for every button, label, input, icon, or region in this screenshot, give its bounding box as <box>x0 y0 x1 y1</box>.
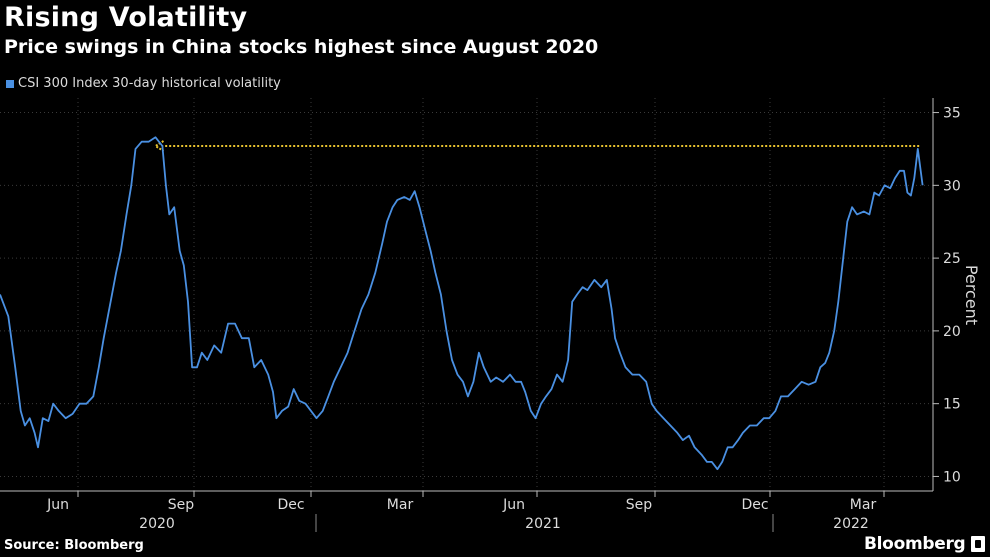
source-note: Source: Bloomberg <box>4 538 144 553</box>
x-tick-label: Jun <box>46 497 69 513</box>
chart-title: Rising Volatility <box>4 2 248 33</box>
x-tick-label: Dec <box>741 497 768 513</box>
x-tick-label: Mar <box>387 497 414 513</box>
y-tick-label: 25 <box>943 251 961 267</box>
chart-subtitle: Price swings in China stocks highest sin… <box>4 36 599 58</box>
year-label: 2022 <box>833 516 869 532</box>
y-tick-label: 35 <box>943 106 961 122</box>
legend: CSI 300 Index 30-day historical volatili… <box>6 76 281 91</box>
y-tick-label: 30 <box>943 178 961 194</box>
x-tick-label: Sep <box>168 497 195 513</box>
legend-swatch <box>6 79 14 88</box>
x-tick-label: Dec <box>277 497 304 513</box>
year-label: 2020 <box>139 516 175 532</box>
y-tick-label: 10 <box>943 469 961 485</box>
y-tick-label: 20 <box>943 324 961 340</box>
series-line <box>0 136 924 471</box>
y-tick-label: 15 <box>943 397 961 413</box>
x-tick-label: Mar <box>850 497 877 513</box>
legend-label: CSI 300 Index 30-day historical volatili… <box>18 76 281 91</box>
annotation-arrow-head <box>153 140 165 152</box>
y-axis-title: Percent <box>962 265 981 325</box>
x-tick-label: Jun <box>502 497 525 513</box>
year-label: 2021 <box>525 516 561 532</box>
bloomberg-logo: Bloomberg <box>864 534 966 554</box>
x-tick-label: Sep <box>626 497 653 513</box>
bloomberg-terminal-icon <box>971 536 985 552</box>
